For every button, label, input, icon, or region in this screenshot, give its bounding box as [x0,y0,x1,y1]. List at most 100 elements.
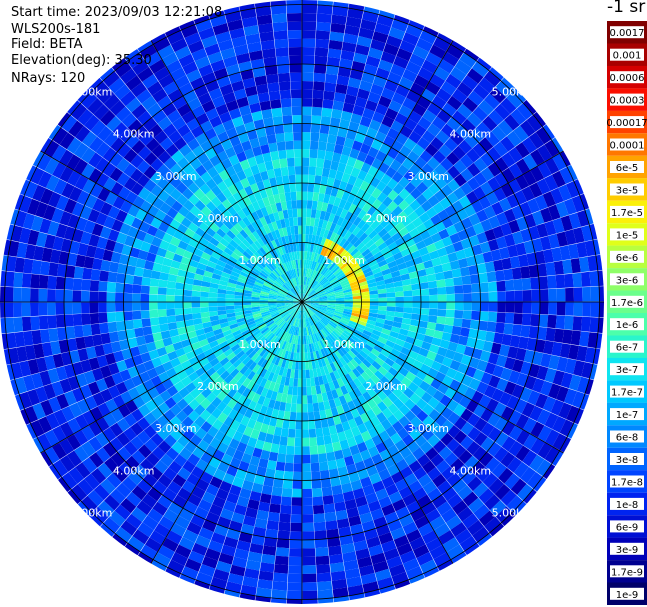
ppi-cell [353,52,368,64]
ppi-cell [208,306,218,312]
ppi-cell [292,480,302,489]
ppi-cell [325,289,335,295]
ppi-cell [466,190,479,204]
ppi-cell [487,162,502,177]
ppi-cell [317,254,323,264]
ppi-cell [346,85,359,97]
ppi-cell [560,215,573,232]
ppi-cell [304,352,309,362]
ppi-cell [384,357,395,367]
ppi-cell [310,303,319,307]
ppi-cell [329,343,337,352]
ppi-cell [352,196,362,207]
ppi-cell [325,185,333,196]
ppi-cell [405,259,416,268]
ppi-cell [213,348,224,358]
ppi-cell [317,331,324,340]
ppi-cell [288,420,296,430]
ppi-cell [421,163,434,176]
ppi-cell [304,285,308,294]
colorbar-tick-label: 1e-6 [616,320,639,331]
ppi-cell [536,365,549,381]
ppi-cell [226,364,236,375]
ppi-cell [304,318,308,328]
ppi-cell [387,189,399,201]
ppi-cell [260,309,270,313]
ppi-cell [336,368,345,378]
ppi-cell [102,442,117,458]
ppi-cell [517,483,534,501]
ppi-cell [343,363,352,374]
ppi-cell [344,164,354,175]
ppi-cell [326,355,333,365]
ppi-cell [199,372,210,383]
ppi-cell [458,258,469,269]
ppi-cell [245,358,254,369]
ppi-cell [257,336,266,345]
ppi-cell [413,256,424,265]
ppi-cell [65,326,76,340]
ppi-cell [305,309,310,318]
ppi-cell [302,361,306,370]
ppi-cell [507,244,519,258]
ppi-cell [314,284,322,292]
ppi-cell [504,357,516,370]
ppi-cell [55,276,66,290]
ppi-cell [307,268,311,278]
ppi-cell [352,487,365,499]
ppi-cell [312,281,318,289]
ppi-cell [87,381,101,396]
ppi-cell [408,460,422,473]
ppi-cell [292,471,302,481]
ppi-cell [244,568,260,579]
ppi-cell [313,314,320,321]
ppi-cell [67,338,78,352]
ppi-cell [241,452,253,464]
ppi-cell [340,385,349,396]
ppi-cell [335,303,345,307]
ppi-cell [317,274,324,283]
ppi-cell [419,363,431,375]
ppi-cell [243,331,253,339]
ppi-cell [449,333,460,344]
ppi-cell [302,4,318,14]
ppi-cell [556,302,566,316]
ppi-cell [198,338,209,347]
ppi-cell [166,295,175,302]
ppi-cell [314,333,320,342]
ppi-cell [140,285,150,294]
ppi-cell [528,326,539,339]
ppi-cell [325,249,332,258]
ppi-cell [178,333,189,342]
ppi-cell [319,384,327,394]
ppi-cell [236,281,246,287]
ppi-cell [302,344,305,353]
ppi-cell [312,315,318,323]
ppi-cell [166,288,176,296]
ppi-cell [106,302,116,313]
ppi-cell [470,461,486,476]
ppi-cell [381,386,393,397]
ppi-cell [381,540,397,553]
ppi-cell [323,238,330,248]
ppi-cell [361,430,372,442]
ppi-cell [271,364,278,374]
ppi-cell [380,246,391,256]
ppi-cell [89,452,104,468]
ppi-cell [355,326,365,333]
ppi-cell [466,441,481,456]
ppi-cell [363,457,375,469]
ppi-cell [13,287,22,302]
ppi-cell [496,354,508,368]
ppi-cell [286,333,292,343]
ppi-cell [398,227,409,237]
ppi-cell [371,233,382,243]
ppi-cell [547,275,557,289]
ppi-cell [295,309,300,319]
ppi-cell [293,299,302,302]
ppi-cell [132,310,142,320]
ppi-cell [394,357,406,367]
ppi-cell [323,327,331,335]
ppi-cell [341,41,357,53]
